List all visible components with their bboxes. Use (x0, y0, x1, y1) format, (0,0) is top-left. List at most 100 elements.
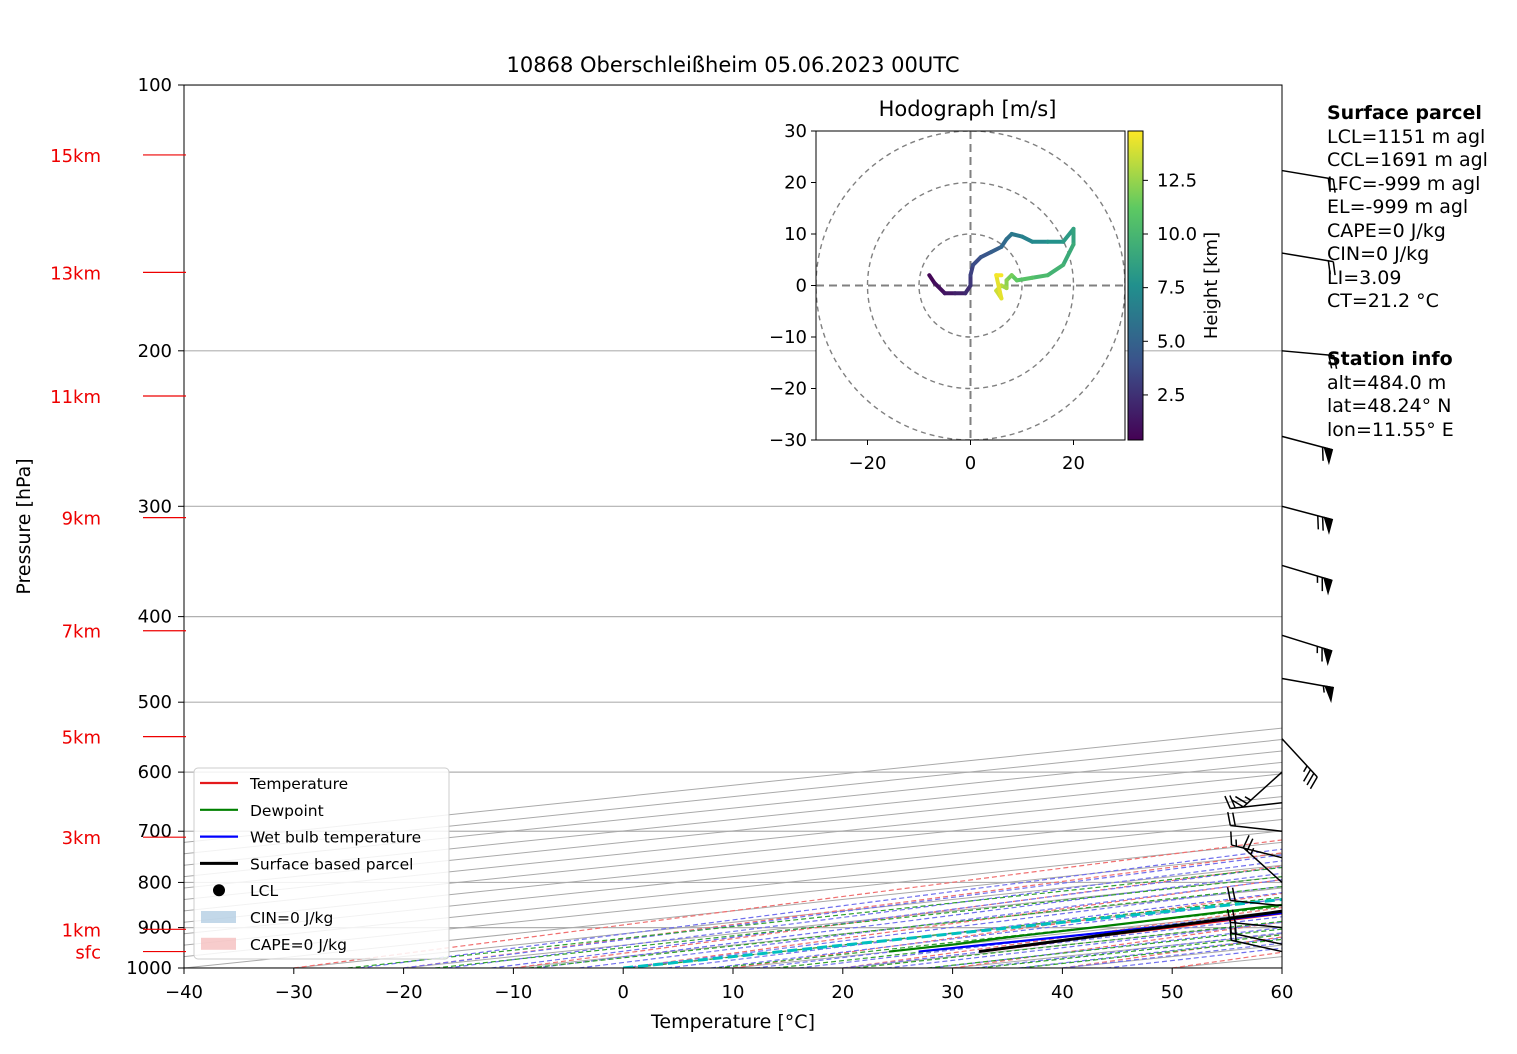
barb-half (1250, 847, 1255, 855)
barb-flag (1323, 516, 1334, 535)
barb-half (1244, 796, 1252, 801)
colorbar-tick-label: 10.0 (1157, 224, 1197, 245)
wind-barb (1231, 771, 1283, 808)
hodograph-segment (1045, 262, 1066, 278)
legend-label: CAPE=0 J/kg (250, 936, 347, 954)
isotherm (184, 784, 1282, 900)
hodograph-y-tick-label: −10 (769, 327, 807, 348)
legend-swatch (201, 937, 236, 950)
station-lat: lat=48.24° N (1327, 395, 1452, 417)
hodograph-segment (932, 280, 947, 296)
height-label: 15km (50, 146, 101, 167)
parcel-lfc: LFC=-999 m agl (1327, 172, 1481, 195)
lcl-marker (1332, 897, 1344, 909)
barb-flag (1323, 576, 1333, 596)
barb-full (1229, 926, 1232, 941)
y-tick-label: 600 (138, 762, 172, 783)
barb-full (1242, 834, 1250, 848)
x-tick-label: −30 (275, 982, 313, 1003)
wind-barb (1242, 834, 1283, 883)
parcel-ccl: CCL=1691 m agl (1327, 149, 1488, 171)
barb-shaft (1231, 939, 1283, 953)
hodograph-ring (866, 181, 1075, 390)
y-tick-label: 400 (138, 607, 172, 628)
mixing-ratio-line (716, 905, 1282, 968)
barb-full (1232, 812, 1237, 827)
barb-full (1321, 447, 1324, 461)
barb-shaft (1230, 899, 1283, 907)
colorbar-tick-label: 5.0 (1157, 331, 1186, 352)
barb-full (1332, 261, 1336, 276)
parcel-cape: CAPE=0 J/kg (1327, 219, 1446, 242)
legend-swatch (201, 911, 236, 923)
x-tick-label: 50 (1161, 982, 1184, 1003)
station-alt: alt=484.0 m (1327, 371, 1447, 394)
barb-full (1321, 517, 1324, 531)
mixing-ratio-line (347, 866, 1282, 968)
isotherm (184, 819, 1282, 935)
legend-label: Dewpoint (250, 802, 324, 820)
barb-full (1303, 769, 1312, 782)
colorbar (1127, 130, 1144, 441)
barb-half (1303, 765, 1308, 773)
parcel-lcl: LCL=1151 m agl (1327, 125, 1486, 148)
station-info-panel: Station info alt=484.0 m lat=48.24° N lo… (1327, 348, 1454, 442)
y-axis-label: Pressure [hPa] (13, 458, 35, 594)
x-tick-label: 40 (1051, 982, 1074, 1003)
hodograph-y-tick-label: 20 (784, 173, 807, 194)
wind-barb (1226, 887, 1283, 907)
legend-label: Temperature (249, 775, 348, 793)
barb-shaft (1230, 921, 1283, 929)
barb-full (1327, 260, 1331, 275)
x-tick-label: 10 (722, 982, 745, 1003)
hodograph-y-tick-label: 0 (796, 276, 807, 297)
wind-barbs (1224, 169, 1338, 953)
barb-shaft (1242, 847, 1283, 883)
hodograph-x-tick-label: 0 (965, 453, 976, 474)
hodograph-segment (1014, 275, 1035, 283)
colorbar-label: Height [km] (1201, 232, 1222, 339)
legend-label: Surface based parcel (250, 855, 413, 873)
parcel-cin: CIN=0 J/kg (1327, 243, 1430, 265)
legend-label: LCL (250, 882, 278, 900)
hodograph-segment (994, 273, 1004, 301)
barb-full (1231, 887, 1236, 902)
wind-barb (1281, 738, 1318, 790)
x-tick-label: 60 (1271, 982, 1294, 1003)
barb-full (1227, 811, 1232, 826)
barb-shaft (1230, 824, 1283, 832)
parcel-li: LI=3.09 (1327, 266, 1402, 289)
isotherm (184, 761, 1282, 878)
dry-adiabat (293, 839, 1282, 968)
height-label: 9km (62, 509, 101, 530)
surface-parcel-header: Surface parcel (1327, 102, 1482, 124)
colorbar-tick-label: 12.5 (1157, 170, 1197, 191)
mixing-ratio-line (528, 885, 1282, 968)
isotherm (184, 796, 1282, 912)
barb-full (1226, 887, 1231, 901)
dry-adiabat (623, 878, 1282, 968)
height-label: 11km (50, 387, 101, 408)
barb-full (1328, 354, 1333, 369)
height-label: 1km (62, 920, 101, 941)
wind-barb (1224, 795, 1283, 810)
parcel-el: EL=-999 m agl (1327, 196, 1469, 218)
x-axis: −40 −30 −20 −10 0 10 20 30 40 50 60 Temperature [°C… (165, 968, 1293, 1033)
isotherm (184, 750, 1282, 866)
barb-full (1231, 799, 1244, 808)
barb-full (1224, 795, 1232, 809)
barb-full (1235, 795, 1248, 805)
hodograph-ring (918, 233, 1023, 338)
barb-shaft (1281, 252, 1334, 263)
isotherm (184, 739, 1282, 855)
hodograph-y-tick-label: −30 (769, 430, 807, 451)
barb-shaft (1281, 350, 1334, 357)
barb-shaft (1231, 932, 1283, 946)
height-label: 7km (62, 622, 101, 643)
barb-shaft (1281, 169, 1334, 180)
barb-shaft (1230, 802, 1283, 810)
parcel-ct: CT=21.2 °C (1327, 290, 1439, 312)
isotherm (184, 807, 1282, 923)
colorbar-tick-label: 7.5 (1157, 278, 1186, 299)
barb-full (1234, 927, 1237, 942)
